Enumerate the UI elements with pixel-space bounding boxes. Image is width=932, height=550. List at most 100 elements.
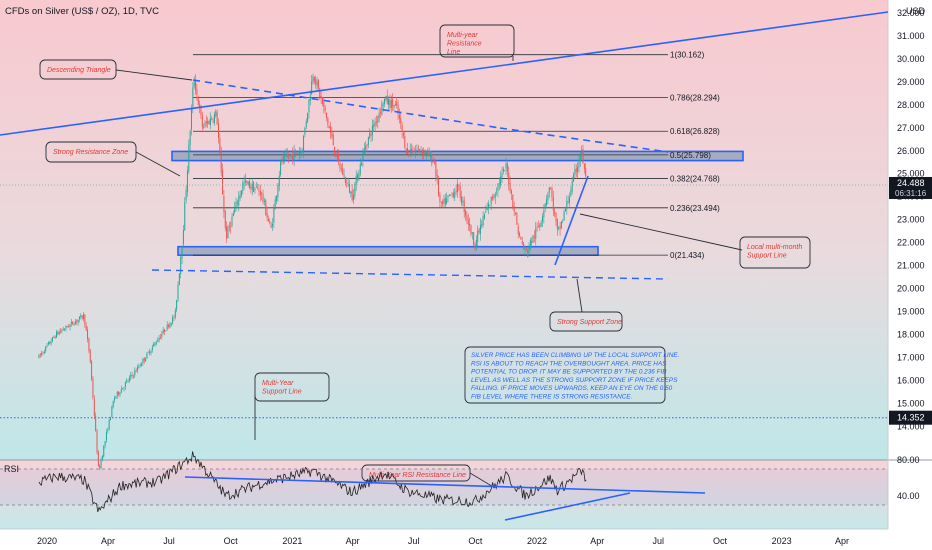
rsi-line[interactable] bbox=[38, 451, 587, 513]
callout-strong-resistance-box bbox=[45, 141, 137, 163]
candle-body bbox=[130, 375, 132, 378]
candle-body bbox=[405, 148, 407, 154]
candle-body bbox=[506, 163, 508, 172]
candle-body bbox=[581, 149, 583, 156]
candle-body bbox=[362, 152, 364, 162]
candle-body bbox=[223, 195, 225, 213]
candle-body bbox=[213, 114, 215, 123]
candle-body bbox=[149, 351, 151, 354]
candle-body bbox=[515, 213, 517, 215]
rsi-support-line[interactable] bbox=[504, 492, 631, 521]
candle-body bbox=[440, 201, 442, 203]
candle-body bbox=[394, 104, 396, 106]
callout-descending-triangle[interactable]: Descending Triangle bbox=[39, 59, 193, 81]
candle-body bbox=[110, 416, 112, 421]
candle-body bbox=[384, 98, 386, 105]
candle-body bbox=[173, 316, 175, 318]
candle-body bbox=[317, 79, 319, 89]
candle-body bbox=[127, 380, 129, 382]
candle-body bbox=[226, 226, 228, 239]
candle-body bbox=[300, 151, 302, 155]
candle-body bbox=[508, 172, 510, 185]
candle-body bbox=[205, 121, 207, 124]
candle-body bbox=[377, 116, 379, 123]
descending-triangle-upper[interactable] bbox=[192, 79, 501, 129]
local-support-line[interactable] bbox=[554, 175, 589, 266]
candle-body bbox=[270, 225, 272, 228]
descending-triangle-lower[interactable] bbox=[151, 269, 669, 280]
candle-body bbox=[242, 182, 244, 191]
candle-body bbox=[473, 232, 475, 246]
candle-body bbox=[69, 324, 71, 328]
support-zone[interactable] bbox=[177, 245, 599, 256]
candle-body bbox=[197, 96, 199, 106]
candle-body bbox=[99, 466, 101, 469]
callout-strong-support[interactable]: Strong Support Zone bbox=[549, 278, 623, 332]
candle-body bbox=[428, 150, 430, 157]
descending-triangle-upper-ext[interactable] bbox=[499, 127, 669, 153]
candle-body bbox=[374, 121, 376, 126]
candle-body bbox=[176, 300, 178, 310]
price-tick-label: 26.000 bbox=[897, 146, 925, 156]
candle-body bbox=[193, 81, 195, 87]
candle-body bbox=[208, 120, 210, 125]
callout-local-support[interactable]: Local multi-month Support Line bbox=[579, 213, 811, 269]
candle-body bbox=[481, 223, 483, 227]
candle-body bbox=[502, 168, 504, 172]
candle-body bbox=[416, 149, 418, 151]
candle-body bbox=[338, 153, 340, 162]
candle-body bbox=[203, 127, 205, 128]
candle-body bbox=[81, 315, 83, 319]
candle-body bbox=[569, 196, 571, 203]
candle-body bbox=[250, 187, 252, 189]
candle-body bbox=[43, 352, 45, 353]
candle-body bbox=[485, 211, 487, 213]
candle-body bbox=[196, 89, 198, 96]
price-axis-background bbox=[888, 0, 932, 550]
fib-level-label: 0(21.434) bbox=[670, 251, 705, 260]
candle-body bbox=[527, 251, 529, 253]
commentary-callout[interactable]: SILVER PRICE HAS BEEN CLIMBING UP THE LO… bbox=[464, 346, 679, 404]
candle-body bbox=[470, 225, 472, 235]
candle-body bbox=[274, 199, 276, 210]
candle-body bbox=[408, 150, 410, 152]
candle-body bbox=[537, 226, 539, 227]
candle-body bbox=[266, 213, 268, 218]
candle-body bbox=[419, 149, 421, 153]
resistance-zone[interactable] bbox=[171, 150, 744, 162]
candle-body bbox=[47, 342, 49, 345]
candle-body bbox=[232, 213, 234, 217]
candle-body bbox=[97, 451, 99, 467]
candle-body bbox=[289, 155, 291, 158]
candle-body bbox=[168, 325, 170, 327]
candle-body bbox=[103, 446, 105, 457]
callout-rsi-resistance[interactable]: Multi-Year RSI Resistance Line bbox=[361, 464, 496, 489]
candle-body bbox=[542, 216, 544, 222]
candle-body bbox=[347, 183, 349, 185]
candle-body bbox=[162, 329, 164, 334]
candle-body bbox=[227, 226, 229, 239]
candle-body bbox=[143, 358, 145, 361]
candle-body bbox=[305, 121, 307, 128]
candle-body bbox=[382, 104, 384, 106]
candle-body bbox=[535, 228, 537, 239]
candle-body bbox=[574, 169, 576, 175]
candle-body bbox=[510, 190, 512, 194]
candle-body bbox=[278, 175, 280, 187]
candle-body bbox=[276, 195, 278, 201]
candle-body bbox=[254, 188, 256, 191]
candle-body bbox=[253, 182, 255, 192]
candle-body bbox=[58, 331, 60, 335]
callout-strong-resistance[interactable]: Strong Resistance Zone bbox=[45, 141, 181, 177]
candle-body bbox=[582, 149, 584, 164]
callout-multi-year-support[interactable]: Multi-Year Support Line bbox=[254, 372, 330, 440]
candle-body bbox=[261, 192, 263, 195]
rsi-resistance-line[interactable] bbox=[184, 476, 706, 494]
candle-body bbox=[293, 150, 295, 160]
candle-body bbox=[312, 76, 314, 83]
candle-body bbox=[579, 155, 581, 162]
candle-body bbox=[454, 191, 456, 198]
candle-body bbox=[177, 284, 179, 300]
multi-year-resistance-line[interactable] bbox=[0, 11, 889, 136]
